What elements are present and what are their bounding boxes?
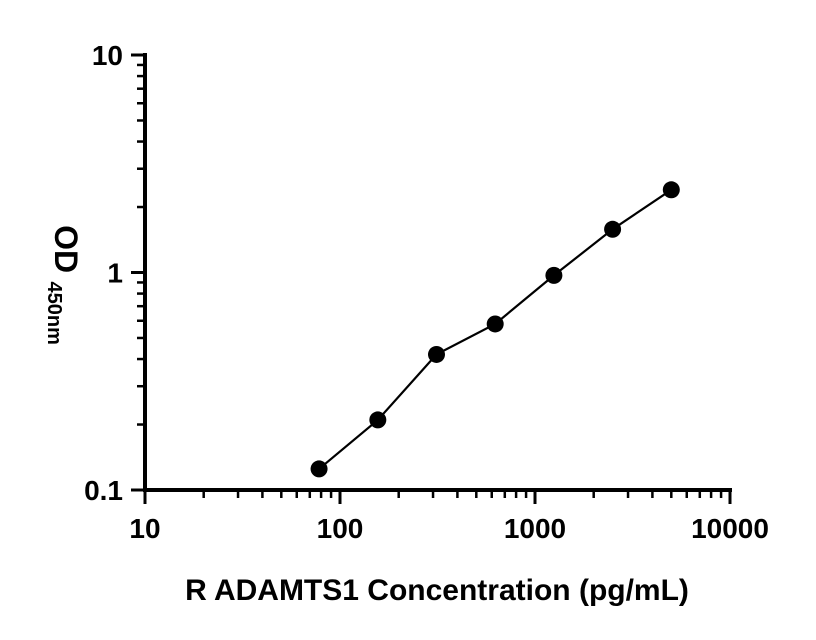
data-point bbox=[604, 220, 622, 238]
data-point bbox=[310, 460, 328, 478]
y-tick-label: 10 bbox=[92, 40, 123, 71]
x-tick-label: 100 bbox=[317, 513, 364, 544]
x-axis-title: R ADAMTS1 Concentration (pg/mL) bbox=[185, 574, 689, 607]
y-tick-label: 1 bbox=[107, 258, 123, 289]
plot-area: 10 100 1000 10000 0.1 1 10 bbox=[84, 40, 769, 544]
x-tick-label: 1000 bbox=[504, 513, 566, 544]
y-axis-title: OD 450nm bbox=[43, 225, 84, 345]
data-point bbox=[427, 345, 445, 363]
x-tick-label: 10000 bbox=[691, 513, 769, 544]
data-point bbox=[486, 315, 504, 333]
data-point bbox=[545, 266, 563, 284]
data-point bbox=[662, 181, 680, 199]
data-point bbox=[369, 411, 387, 429]
y-axis-title-subscript: 450nm bbox=[43, 281, 65, 344]
axes-lines bbox=[143, 53, 732, 492]
x-tick-label: 10 bbox=[129, 513, 160, 544]
y-axis-title-main: OD bbox=[48, 225, 84, 273]
y-tick-label: 0.1 bbox=[84, 475, 123, 506]
